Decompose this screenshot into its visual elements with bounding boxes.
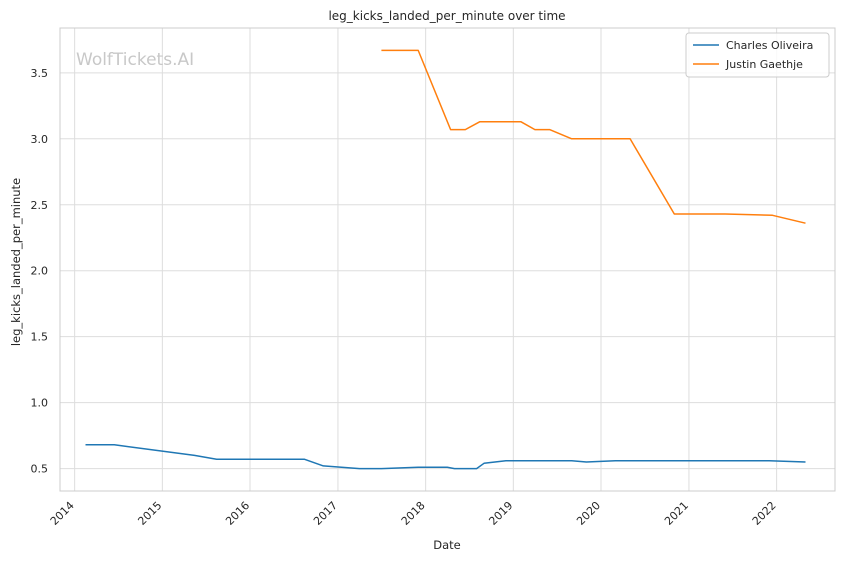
- legend: Charles Oliveira Justin Gaethje: [685, 32, 830, 78]
- y-tick-labels: 0.5 1.0 1.5 2.0 2.5 3.0 3.5: [31, 67, 49, 476]
- y-axis-label: leg_kicks_landed_per_minute: [9, 178, 23, 346]
- watermark: WolfTickets.AI: [76, 50, 194, 70]
- y-tick-label: 0.5: [31, 463, 49, 476]
- y-tick-label: 1.0: [31, 397, 49, 410]
- x-axis-label: Date: [433, 538, 461, 552]
- series-lines: [85, 49, 806, 470]
- series-line-justin-gaethje: [381, 49, 806, 224]
- y-tick-label: 1.5: [31, 331, 49, 344]
- y-tick-label: 3.5: [31, 67, 49, 80]
- grid: [60, 28, 835, 491]
- y-tick-label: 3.0: [31, 133, 49, 146]
- chart-title: leg_kicks_landed_per_minute over time: [328, 9, 565, 23]
- series-line-charles-oliveira: [85, 444, 806, 470]
- plot-frame: [59, 27, 836, 492]
- legend-label-charles-oliveira: Charles Oliveira: [726, 39, 813, 52]
- legend-label-justin-gaethje: Justin Gaethje: [725, 58, 803, 71]
- legend-box: [685, 32, 830, 78]
- y-tick-label: 2.5: [31, 199, 49, 212]
- y-tick-label: 2.0: [31, 265, 49, 278]
